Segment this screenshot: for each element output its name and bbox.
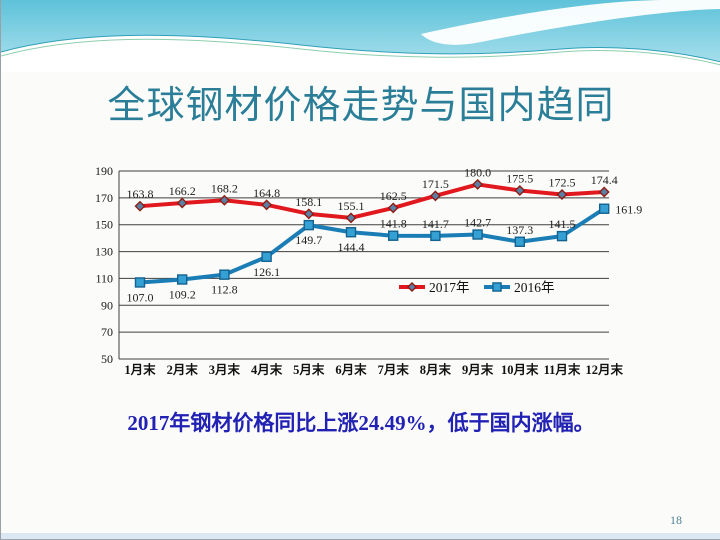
- marker-square: [430, 230, 441, 242]
- slide-title: 全球钢材价格走势与国内趋同: [107, 85, 615, 127]
- steel-price-chart: 50 70 90 110 130 150 170 190 1月末 2月末 3月末 4月末 5月末 6月末 7…: [96, 164, 642, 377]
- y-tick-label: 130: [96, 245, 113, 259]
- data-label: 141.7: [422, 217, 449, 231]
- data-label: 163.8: [127, 187, 154, 201]
- data-label: 171.5: [422, 177, 449, 191]
- marker-diamond: [345, 212, 357, 224]
- wave-white-lower: [1, 35, 720, 72]
- data-label: 174.4: [591, 173, 618, 187]
- marker-square: [176, 274, 188, 285]
- marker-diamond: [598, 186, 610, 198]
- y-tick-label: 110: [96, 271, 113, 285]
- bottom-strip-decoration: [1, 533, 720, 539]
- marker-diamond: [303, 208, 315, 220]
- marker-square: [303, 219, 315, 231]
- marker-square: [388, 230, 399, 241]
- data-label: 137.3: [506, 223, 533, 237]
- data-label: 158.1: [295, 195, 322, 209]
- data-label: 164.8: [253, 186, 280, 200]
- header-wave-decoration: [1, 0, 720, 72]
- data-label: 155.1: [338, 199, 365, 213]
- marker-square: [492, 282, 502, 292]
- data-label: 141.5: [549, 217, 576, 231]
- x-axis-label: 1月末: [124, 362, 156, 377]
- legend-label: 2017年: [429, 280, 470, 295]
- data-label: 172.5: [549, 176, 576, 190]
- data-label: 180.0: [464, 165, 491, 179]
- wave-thin-line-blue: [1, 34, 720, 63]
- x-axis-label: 10月末: [501, 362, 539, 377]
- marker-square: [134, 277, 146, 288]
- data-label: 144.4: [338, 240, 365, 254]
- data-label: 112.8: [211, 283, 238, 297]
- data-label: 142.7: [464, 216, 491, 230]
- data-label: 149.7: [295, 233, 322, 247]
- marker-square: [345, 227, 357, 238]
- page-number: 18: [670, 513, 682, 527]
- series-line-2016年: [138, 206, 607, 285]
- data-label: 109.2: [169, 288, 196, 302]
- marker-square: [219, 269, 230, 280]
- data-label: 161.9: [615, 203, 642, 217]
- y-tick-label: 190: [96, 164, 113, 178]
- legend-label: 2016年: [514, 280, 555, 295]
- y-tick-label: 70: [101, 325, 113, 339]
- marker-diamond: [134, 200, 146, 212]
- data-label: 168.2: [211, 181, 238, 195]
- marker-square: [472, 229, 483, 240]
- data-label: 107.0: [127, 290, 154, 304]
- marker-diamond: [261, 199, 273, 211]
- marker-diamond: [406, 281, 418, 293]
- y-tick-label: 150: [96, 218, 113, 232]
- wave-white-ribbon: [421, 0, 720, 45]
- marker-square: [261, 251, 272, 263]
- x-axis-label: 4月末: [251, 362, 283, 377]
- x-axis-label: 11月末: [544, 362, 581, 377]
- x-axis-label: 8月末: [420, 362, 452, 377]
- data-label: 162.5: [380, 189, 407, 203]
- x-axis-label: 2月末: [167, 362, 199, 377]
- marker-square: [599, 203, 610, 214]
- marker-diamond: [176, 197, 188, 209]
- x-axis-label: 3月末: [209, 362, 241, 377]
- data-label: 175.5: [506, 171, 533, 185]
- y-tick-label: 50: [101, 352, 113, 366]
- data-label: 166.2: [169, 184, 196, 198]
- marker-diamond: [556, 189, 568, 200]
- y-tick-label: 170: [96, 191, 113, 205]
- data-label: 126.1: [253, 265, 280, 279]
- series-line-2017年: [138, 182, 607, 220]
- marker-diamond: [472, 178, 484, 190]
- marker-square: [514, 236, 525, 247]
- marker-diamond: [514, 184, 526, 196]
- y-tick-label: 90: [101, 298, 113, 312]
- marker-diamond: [387, 202, 399, 214]
- wave-thin-line-green: [1, 38, 720, 66]
- x-axis-label: 12月末: [585, 362, 623, 377]
- marker-square: [556, 230, 568, 242]
- data-label: 141.8: [380, 217, 407, 231]
- x-axis-label: 6月末: [335, 362, 367, 377]
- x-axis-label: 7月末: [378, 362, 410, 377]
- marker-diamond: [218, 194, 230, 206]
- x-axis-label: 5月末: [293, 362, 325, 377]
- x-axis-label: 9月末: [462, 362, 494, 377]
- caption-text: 2017年钢材价格同比上涨24.49%，低于国内涨幅。: [127, 411, 595, 435]
- marker-diamond: [429, 190, 441, 202]
